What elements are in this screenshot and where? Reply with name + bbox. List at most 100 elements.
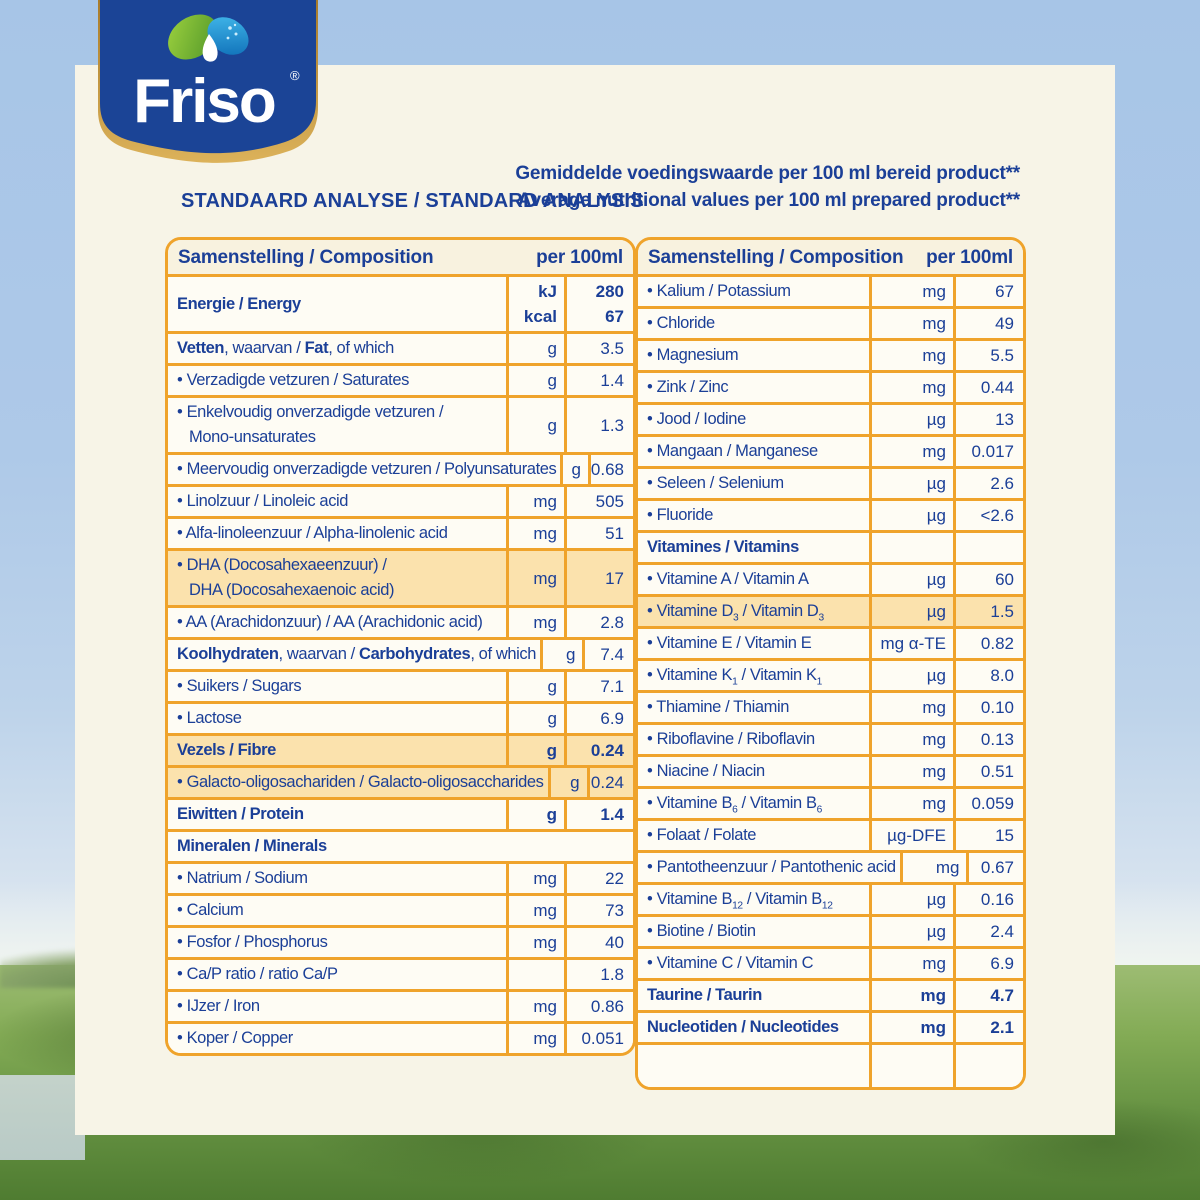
row-label: Koper / Copper — [168, 1024, 506, 1053]
row-label: Alfa-linoleenzuur / Alpha-linolenic acid — [168, 519, 506, 548]
row-unit: mg — [506, 1024, 564, 1053]
composition-table-right: Samenstelling / Composition per 100ml Ka… — [635, 237, 1026, 1090]
row-value: 7.4 — [582, 640, 633, 669]
row-value: 505 — [564, 487, 633, 516]
row-value — [953, 1045, 1023, 1087]
leaf-drop-emblem — [168, 14, 249, 62]
water-patch — [0, 1075, 85, 1160]
row-unit: µg — [869, 917, 953, 946]
row-value: 0.51 — [953, 757, 1023, 786]
table-row: Vezels / Fibre g 0.24 — [168, 733, 633, 765]
table-row — [638, 1042, 1023, 1087]
row-unit: mg — [869, 949, 953, 978]
row-unit: mg α-TE — [869, 629, 953, 658]
row-value: 1.8 — [564, 960, 633, 989]
row-unit: mg — [869, 309, 953, 338]
row-unit: mg — [506, 608, 564, 637]
row-label: Vitamine E / Vitamin E — [638, 629, 869, 658]
nutrition-note-line2: Average nutritional values per 100 ml pr… — [517, 190, 1021, 211]
header-composition: Samenstelling / Composition — [178, 246, 434, 268]
row-unit — [506, 960, 564, 989]
row-label: Verzadigde vetzuren / Saturates — [168, 366, 506, 395]
row-value: 22 — [564, 864, 633, 893]
row-value: 15 — [953, 821, 1023, 850]
nutrition-note-line1: Gemiddelde voedingswaarde per 100 ml ber… — [515, 163, 1020, 184]
row-value: 280 67 — [564, 277, 633, 331]
table-row: Koolhydraten, waarvan / Carbohydrates, o… — [168, 637, 633, 669]
row-unit: mg — [506, 551, 564, 605]
row-label: Vitamines / Vitamins — [647, 538, 799, 556]
row-unit: mg — [506, 896, 564, 925]
row-label: Galacto-oligosachariden / Galacto-oligos… — [168, 768, 548, 797]
header-per-100ml: per 100ml — [926, 246, 1013, 268]
row-value: 0.44 — [953, 373, 1023, 402]
row-value: 2.8 — [564, 608, 633, 637]
table-row: Vitamines / Vitamins — [638, 530, 1023, 562]
row-label: Energie / Energy — [177, 294, 301, 313]
row-unit: g — [560, 455, 588, 484]
table-row: Mineralen / Minerals — [168, 829, 633, 861]
table-body: Kalium / Potassiummg67Chloridemg49Magnes… — [638, 274, 1023, 1087]
row-value: 3.5 — [564, 334, 633, 363]
table-row: Ca/P ratio / ratio Ca/P 1.8 — [168, 957, 633, 989]
row-value: 73 — [564, 896, 633, 925]
row-label: Kalium / Potassium — [638, 277, 869, 306]
nutrition-note: Gemiddelde voedingswaarde per 100 ml ber… — [515, 160, 1020, 214]
row-value: 4.7 — [953, 981, 1023, 1010]
row-label: Vetten, waarvan / Fat, of which — [177, 339, 394, 357]
row-unit: g — [506, 672, 564, 701]
row-label: Vezels / Fibre — [177, 741, 276, 759]
row-unit: g — [506, 398, 564, 452]
table-row: Nucleotiden / Nucleotides mg 2.1 — [638, 1010, 1023, 1042]
header-per-100ml: per 100ml — [536, 246, 623, 268]
row-unit: mg — [506, 487, 564, 516]
row-value: 49 — [953, 309, 1023, 338]
registered-mark: ® — [290, 68, 300, 83]
row-value: 13 — [953, 405, 1023, 434]
row-value: 6.9 — [953, 949, 1023, 978]
table-body: Energie / Energy kJ kcal 280 67 Vetten, waarv… — [168, 274, 633, 1053]
row-value: 6.9 — [564, 704, 633, 733]
row-unit: g — [506, 736, 564, 765]
row-label: Magnesium — [638, 341, 869, 370]
row-label — [638, 1045, 869, 1087]
row-unit: µg — [869, 597, 953, 626]
row-label: Ca/P ratio / ratio Ca/P — [168, 960, 506, 989]
row-label: Calcium — [168, 896, 506, 925]
table-row: AA (Arachidonzuur) / AA (Arachidonic aci… — [168, 605, 633, 637]
row-label: Pantotheenzuur / Pantothenic acid — [638, 853, 900, 882]
row-value: 0.059 — [953, 789, 1023, 818]
row-value — [953, 533, 1023, 562]
row-unit: g — [506, 800, 564, 829]
row-value: 1.5 — [953, 597, 1023, 626]
row-unit: µg — [869, 501, 953, 530]
row-value: 0.24 — [586, 768, 633, 797]
row-unit: mg — [899, 853, 967, 882]
row-label: Niacine / Niacin — [638, 757, 869, 786]
row-label: Vitamine K1 / Vitamin K1 — [638, 661, 869, 690]
row-unit: µg — [869, 661, 953, 690]
table-row: Galacto-oligosachariden / Galacto-oligos… — [168, 765, 633, 797]
row-unit — [869, 1045, 953, 1087]
row-label: Vitamine C / Vitamin C — [638, 949, 869, 978]
